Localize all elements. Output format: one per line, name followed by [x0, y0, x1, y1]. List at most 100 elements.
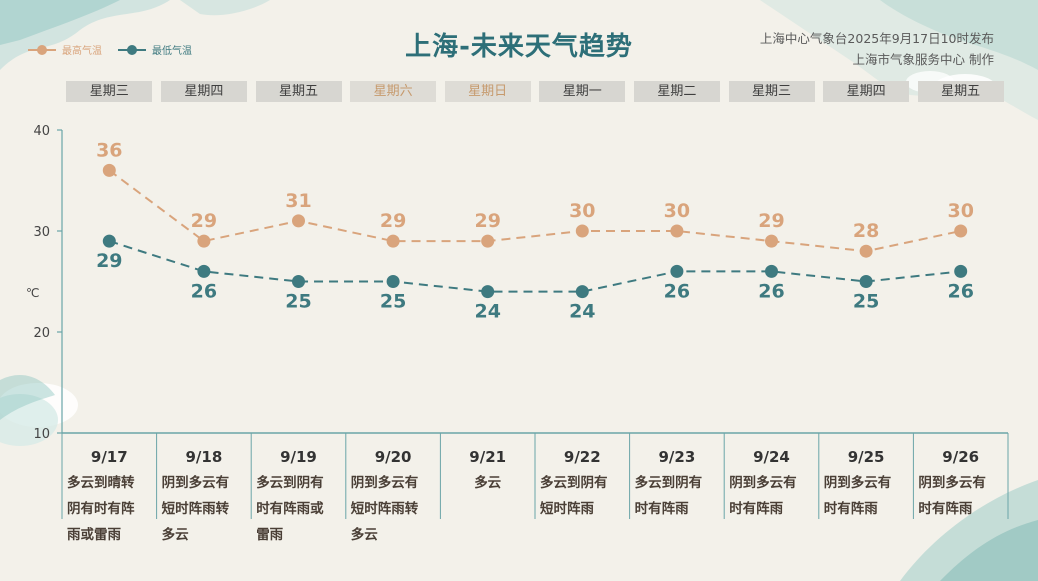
high-temp-point	[670, 224, 684, 238]
date-label: 9/23	[658, 448, 696, 466]
high-temp-label: 29	[758, 210, 784, 232]
high-temp-label: 29	[380, 210, 406, 232]
high-temp-point	[859, 244, 873, 258]
y-tick-label: 40	[33, 124, 50, 139]
low-temp-label: 26	[758, 280, 784, 302]
issuer-line-2: 上海市气象服务中心 制作	[852, 52, 994, 67]
low-temp-point	[765, 264, 778, 278]
date-label: 9/19	[280, 448, 317, 466]
weekday-label: 星期五	[255, 81, 342, 102]
low-temp-point	[859, 275, 873, 288]
low-temp-label: 29	[96, 250, 122, 272]
low-temp-label: 24	[569, 301, 595, 323]
high-temp-point	[954, 224, 968, 238]
weekday-label: 星期四	[823, 81, 910, 102]
high-temp-point	[197, 234, 211, 248]
low-temp-point	[386, 275, 400, 288]
forecast-day: 9/24 阴到多云有 时有阵雨	[724, 436, 819, 522]
weekday-label: 星期三	[728, 81, 815, 102]
y-tick-label: 30	[33, 225, 50, 240]
low-temp-label: 25	[853, 291, 879, 313]
high-temp-label: 31	[285, 190, 311, 212]
date-label: 9/20	[374, 448, 412, 466]
weather-condition: 多云	[474, 475, 502, 491]
weekday-label: 星期六	[350, 81, 437, 102]
weekday-label: 星期四	[160, 81, 247, 102]
forecast-day: 9/23 多云到阴有 时有阵雨	[630, 436, 725, 522]
weather-condition: 多云到阴有 时有阵雨或 雷雨	[256, 475, 324, 543]
high-temp-label: 30	[664, 200, 690, 222]
low-temp-label: 26	[191, 280, 217, 302]
weather-condition: 阴到多云有 短时阵雨转 多云	[350, 475, 419, 543]
low-temp-point	[670, 264, 684, 278]
low-temp-line	[108, 240, 961, 293]
low-temp-point	[954, 264, 968, 278]
weather-condition: 阴到多云有 时有阵雨	[823, 475, 892, 517]
high-temp-label: 36	[96, 139, 122, 161]
low-temp-point	[481, 285, 495, 299]
low-temp-point	[575, 285, 589, 299]
weekday-label: 星期二	[633, 81, 720, 102]
low-temp-point	[292, 275, 305, 288]
low-temp-label: 26	[947, 280, 973, 302]
date-label: 9/26	[942, 448, 980, 466]
date-label: 9/17	[90, 448, 128, 466]
low-temp-label: 25	[285, 291, 311, 313]
high-temp-point	[481, 234, 495, 248]
weather-condition: 多云到阴有 短时阵雨	[540, 475, 608, 517]
forecast-day: 9/18 阴到多云有 短时阵雨转 多云	[157, 436, 252, 548]
date-label: 9/24	[753, 448, 790, 466]
legend-low-marker	[118, 44, 146, 55]
date-label: 9/22	[563, 448, 601, 466]
forecast-day: 9/17 多云到晴转 阴有时有阵 雨或雷雨	[62, 436, 157, 548]
date-label: 9/25	[847, 448, 885, 466]
high-temp-label: 29	[191, 210, 217, 232]
issuer-line-1: 上海中心气象台2025年9月17日10时发布	[759, 31, 994, 46]
low-temp-point	[197, 264, 211, 278]
forecast-day: 9/21 多云	[440, 436, 535, 496]
weather-condition: 阴到多云有 时有阵雨	[729, 475, 797, 517]
forecast-day: 9/19 多云到阴有 时有阵雨或 雷雨	[251, 436, 346, 548]
low-temp-label: 26	[664, 280, 690, 302]
high-temp-line	[108, 169, 961, 253]
weather-condition: 多云到阴有 时有阵雨	[634, 475, 703, 517]
forecast-day: 9/26 阴到多云有 时有阵雨	[913, 436, 1008, 522]
high-temp-point	[102, 163, 116, 177]
y-tick-label: 10	[33, 427, 50, 442]
y-axis-unit: ℃	[26, 286, 40, 300]
forecast-day: 9/20 阴到多云有 短时阵雨转 多云	[346, 436, 441, 548]
weather-condition: 多云到晴转 阴有时有阵 雨或雷雨	[67, 475, 135, 543]
weekday-label: 星期一	[539, 81, 626, 102]
y-tick-label: 20	[33, 326, 50, 341]
legend: 最高气温 最低气温	[28, 42, 192, 57]
high-temp-point	[765, 234, 778, 248]
weekday-label: 星期五	[917, 81, 1004, 102]
date-label: 9/21	[469, 448, 507, 466]
legend-item-high: 最高气温	[28, 42, 102, 57]
forecast-day: 9/25 阴到多云有 时有阵雨	[819, 436, 914, 522]
weekday-bar: 星期三 星期四 星期五 星期六 星期日 星期一 星期二 星期三 星期四 星期五	[62, 81, 1008, 102]
legend-item-low: 最低气温	[118, 42, 192, 57]
high-temp-label: 30	[569, 200, 595, 222]
date-label: 9/18	[185, 448, 223, 466]
high-temp-point	[386, 234, 400, 248]
legend-low-label: 最低气温	[152, 46, 192, 57]
page-title: 上海-未来天气趋势	[405, 32, 633, 62]
weather-condition: 阴到多云有 短时阵雨转 多云	[161, 475, 230, 543]
weekday-label: 星期日	[444, 81, 531, 102]
high-temp-point	[575, 224, 589, 238]
high-temp-point	[292, 214, 305, 228]
low-temp-label: 25	[380, 291, 406, 313]
forecast-day: 9/22 多云到阴有 短时阵雨	[535, 436, 630, 522]
legend-high-label: 最高气温	[62, 46, 102, 57]
legend-high-marker	[28, 44, 56, 55]
high-temp-label: 28	[853, 220, 879, 242]
weekday-label: 星期三	[66, 81, 153, 102]
low-temp-point	[102, 234, 116, 248]
high-temp-label: 30	[947, 200, 973, 222]
high-temp-label: 29	[474, 210, 500, 232]
weather-condition: 阴到多云有 时有阵雨	[918, 475, 986, 517]
issuer-info: 上海中心气象台2025年9月17日10时发布 上海市气象服务中心 制作	[760, 28, 994, 70]
low-temp-label: 24	[474, 301, 500, 323]
